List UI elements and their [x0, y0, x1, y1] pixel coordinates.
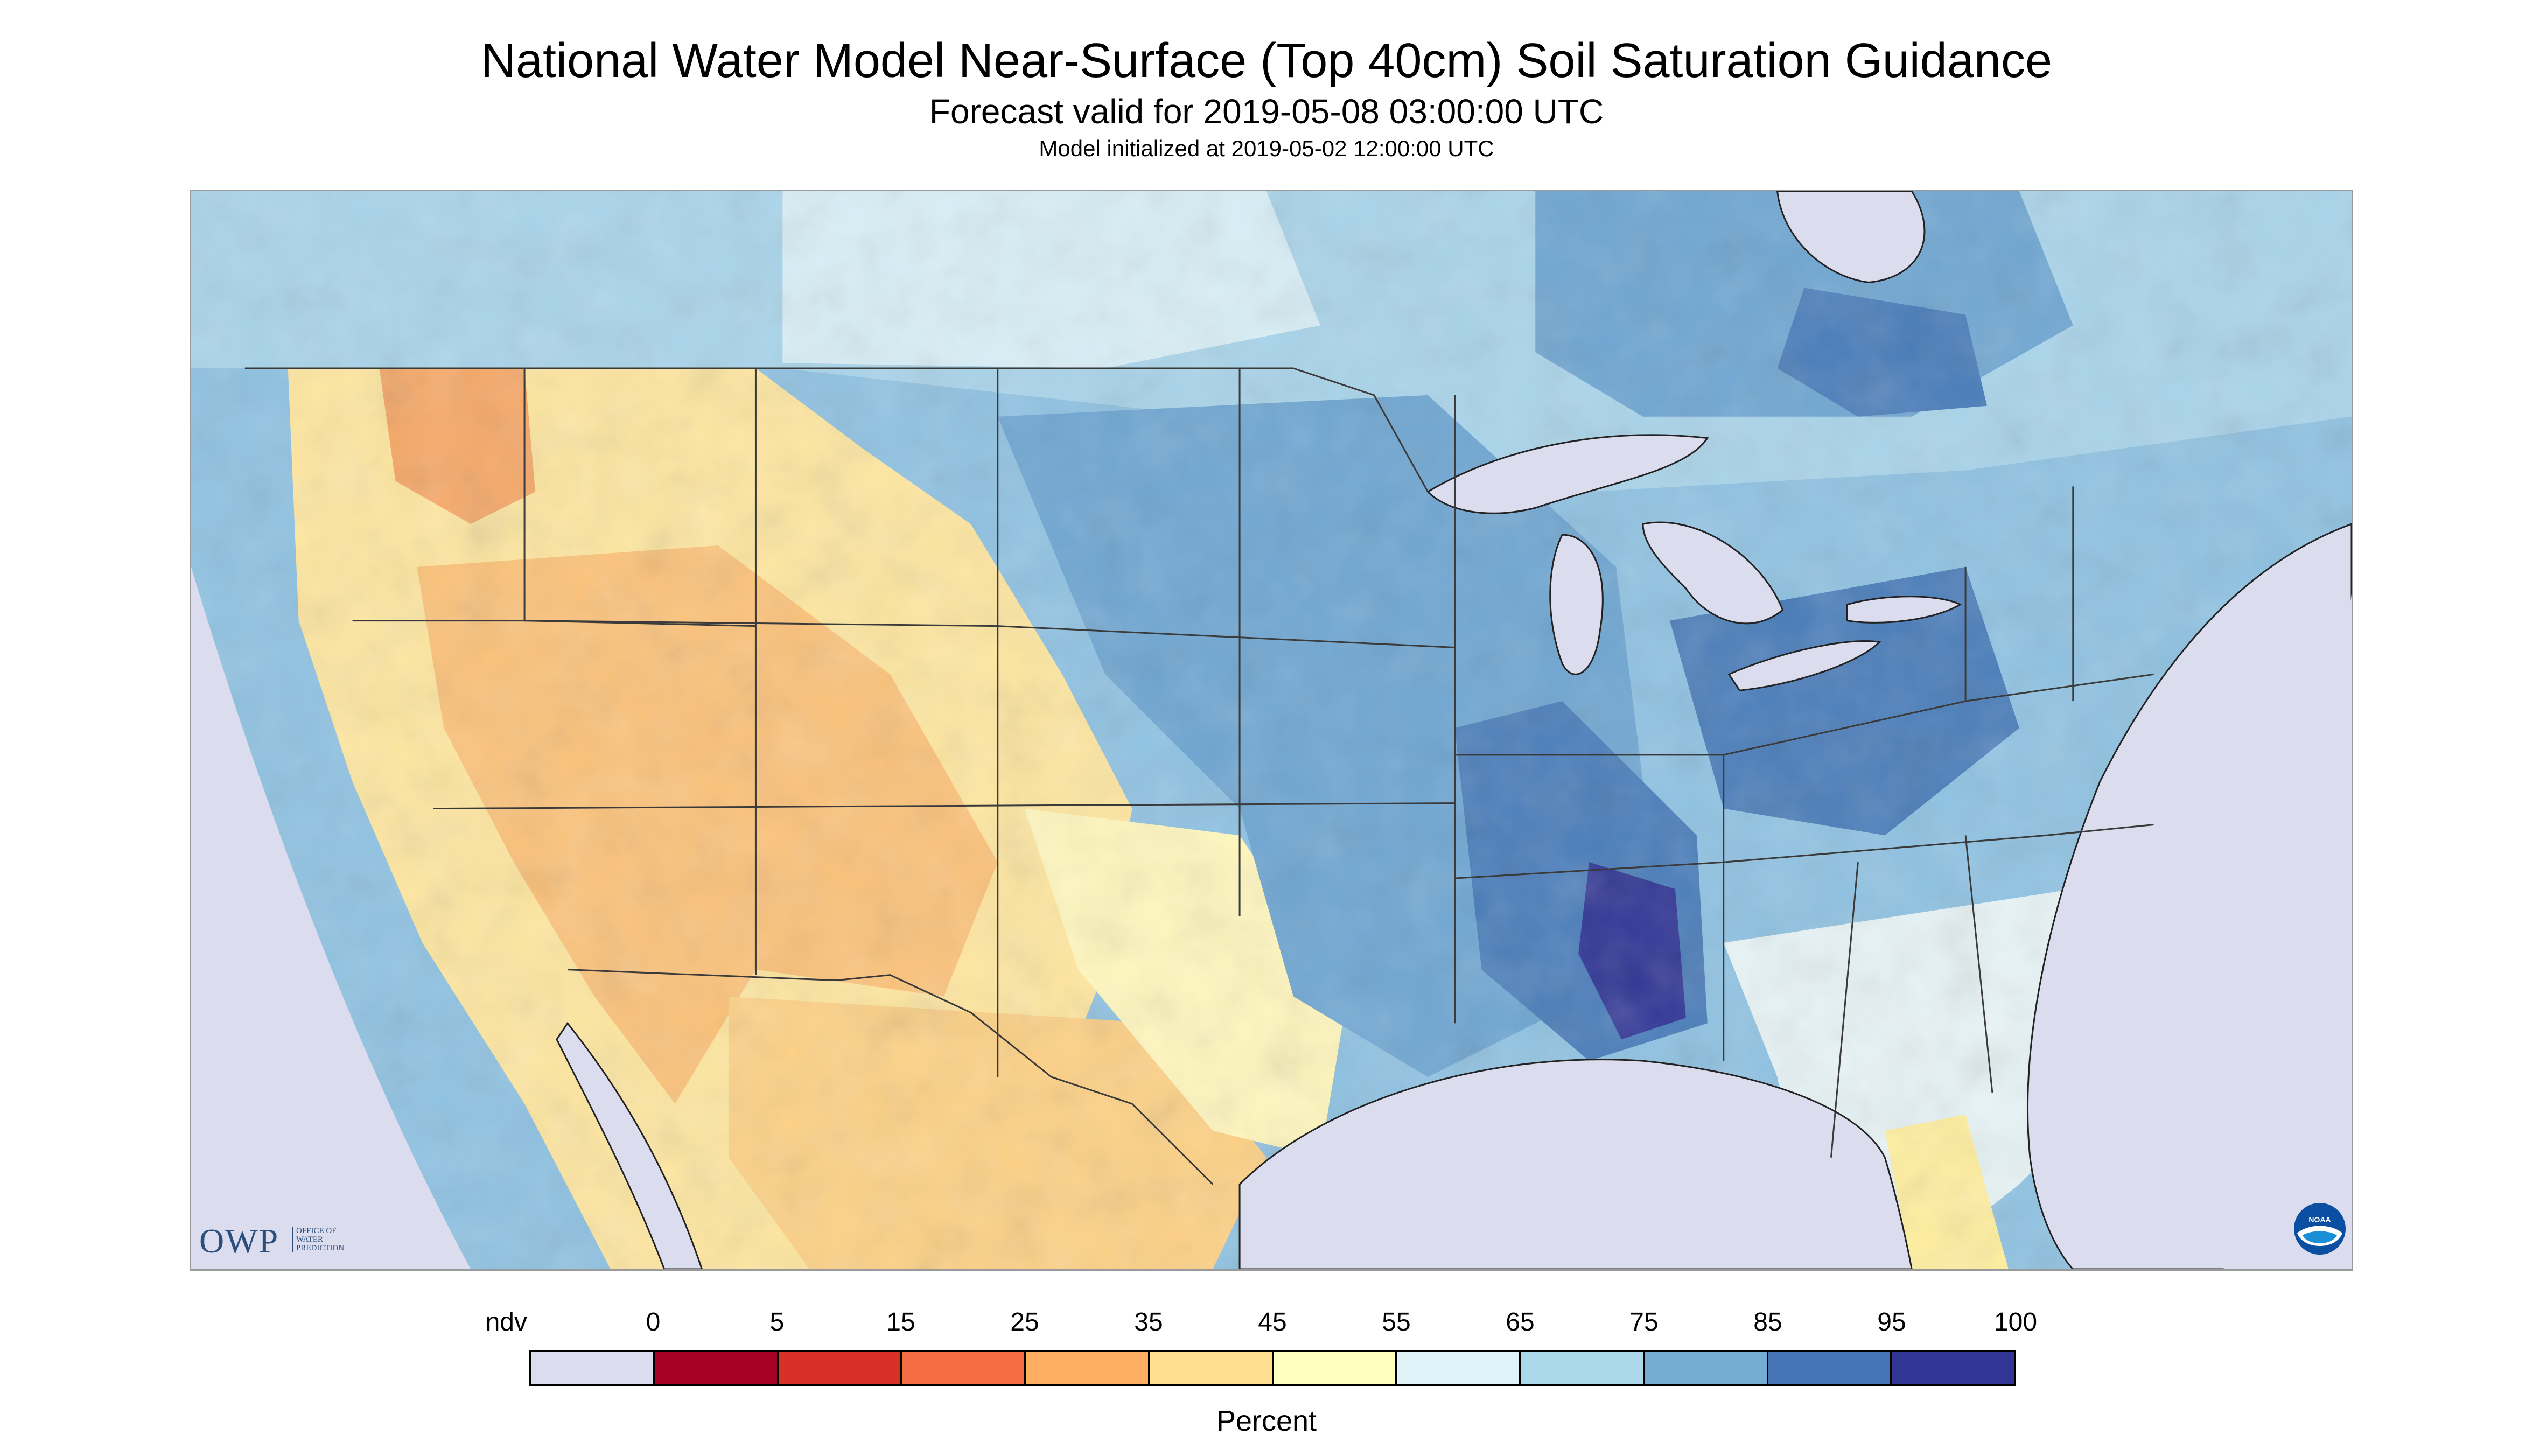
legend-swatch [1273, 1352, 1397, 1384]
legend-tick-label: 55 [1382, 1308, 1411, 1336]
legend-tick-label: 5 [769, 1308, 785, 1336]
us-canada-border [244, 367, 1429, 493]
legend-swatch [531, 1352, 655, 1384]
model-init-line: Model initialized at 2019-05-02 12:00:00… [1039, 136, 1494, 161]
legend-swatch [1892, 1352, 2014, 1384]
legend-tick-label: ndv [485, 1308, 527, 1336]
gulf-of-mexico [1238, 1059, 1913, 1269]
legend-tick-label: 75 [1629, 1308, 1659, 1336]
legend-swatch [902, 1352, 1026, 1384]
legend-color-bar [529, 1350, 2016, 1386]
legend-tick-label: 35 [1134, 1308, 1163, 1336]
legend-swatch [1521, 1352, 1645, 1384]
legend-tick-label: 45 [1258, 1308, 1287, 1336]
legend-tick-label: 15 [886, 1308, 915, 1336]
owp-logo-text: OWP [199, 1222, 279, 1260]
legend-swatch [1397, 1352, 1521, 1384]
soil-saturation-map [190, 190, 2353, 1271]
gulf-of-california [556, 1021, 703, 1269]
legend-swatch [1149, 1352, 1274, 1384]
legend-swatch [1644, 1352, 1768, 1384]
legend-tick-label: 95 [1877, 1308, 1906, 1336]
legend-tick-label: 25 [1010, 1308, 1039, 1336]
pacific-ocean [191, 566, 471, 1269]
legend-tick-label: 100 [1993, 1308, 2038, 1336]
hudson-bay [1776, 191, 1926, 283]
legend-swatch [778, 1352, 902, 1384]
map-canvas [191, 191, 2352, 1269]
owp-logo-subtext: OFFICE OF WATER PREDICTION [292, 1227, 344, 1252]
lake-michigan [1549, 534, 1604, 675]
lake-huron [1642, 521, 1784, 625]
legend-swatch [1768, 1352, 1892, 1384]
lake-superior [1426, 434, 1709, 514]
page-title: National Water Model Near-Surface (Top 4… [480, 34, 2052, 88]
us-mexico-border [567, 969, 1214, 1185]
lake-erie [1727, 640, 1881, 691]
lake-ontario [1846, 596, 1962, 624]
legend-swatch [1026, 1352, 1150, 1384]
legend-tick-label: 0 [646, 1308, 661, 1336]
legend-swatch [654, 1352, 779, 1384]
forecast-valid-subtitle: Forecast valid for 2019-05-08 03:00:00 U… [929, 92, 1604, 131]
noaa-logo: NOAA [2294, 1203, 2346, 1255]
east-gore [2223, 593, 2352, 1269]
legend-unit-label: Percent [1216, 1405, 1317, 1437]
noaa-logo-text: NOAA [2308, 1215, 2331, 1224]
boundary-lines [244, 367, 2154, 1185]
legend-tick-label: 85 [1753, 1308, 1782, 1336]
color-legend: ndv 0 5 15 25 35 45 55 65 75 85 95 100 Percent [0, 1292, 2533, 1454]
legend-tick-label: 65 [1506, 1308, 1535, 1336]
